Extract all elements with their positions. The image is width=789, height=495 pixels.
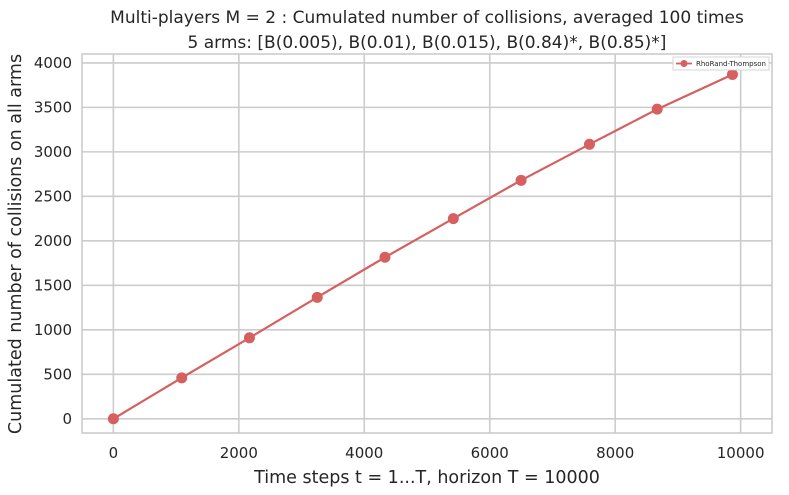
y-tick-label: 1000 bbox=[34, 321, 72, 339]
legend-entry: RhoRand-Thompson bbox=[696, 60, 766, 68]
data-point bbox=[379, 251, 391, 263]
data-point bbox=[726, 68, 738, 80]
chart-subtitle: 5 arms: [B(0.005), B(0.01), B(0.015), B(… bbox=[188, 33, 667, 53]
data-point bbox=[447, 213, 459, 225]
y-tick-label: 0 bbox=[62, 410, 72, 428]
data-point bbox=[311, 291, 323, 303]
grid-lines bbox=[82, 54, 772, 433]
x-tick-label: 2000 bbox=[220, 444, 258, 462]
x-axis-label: Time steps t = 1...T, horizon T = 10000 bbox=[253, 468, 600, 488]
x-tick-label: 8000 bbox=[596, 444, 634, 462]
chart-title: Multi-players M = 2 : Cumulated number o… bbox=[110, 8, 744, 28]
legend-marker bbox=[680, 60, 688, 67]
series-line bbox=[112, 73, 733, 420]
y-tick-label: 2500 bbox=[34, 187, 72, 205]
data-point bbox=[651, 103, 663, 115]
x-tick-label: 6000 bbox=[471, 444, 509, 462]
data-point bbox=[107, 413, 119, 425]
x-tick-label: 10000 bbox=[717, 444, 765, 462]
x-tick-label: 0 bbox=[109, 444, 119, 462]
data-point bbox=[243, 332, 255, 344]
y-tick-label: 2000 bbox=[34, 232, 72, 250]
y-tick-labels: 0 500 1000 1500 2000 2500 3000 3500 4000 bbox=[34, 54, 72, 428]
x-tick-label: 4000 bbox=[345, 444, 383, 462]
y-tick-label: 500 bbox=[43, 365, 72, 383]
series-layer bbox=[107, 68, 738, 425]
y-tick-label: 3500 bbox=[34, 98, 72, 116]
legend-box bbox=[672, 56, 770, 71]
y-tick-label: 1500 bbox=[34, 276, 72, 294]
y-tick-label: 3000 bbox=[34, 143, 72, 161]
y-tick-label: 4000 bbox=[34, 54, 72, 72]
y-axis-label: Cumulated number of collisions on all ar… bbox=[6, 54, 26, 434]
x-tick-labels: 0 2000 4000 6000 8000 10000 bbox=[109, 444, 765, 462]
data-point bbox=[583, 138, 595, 150]
data-point bbox=[176, 372, 188, 384]
legend: RhoRand-Thompson bbox=[672, 56, 770, 71]
data-point bbox=[515, 174, 527, 186]
